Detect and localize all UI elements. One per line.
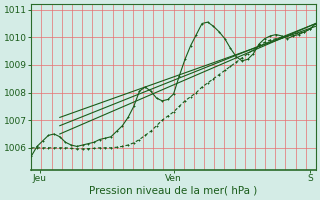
X-axis label: Pression niveau de la mer( hPa ): Pression niveau de la mer( hPa ) [90,186,258,196]
